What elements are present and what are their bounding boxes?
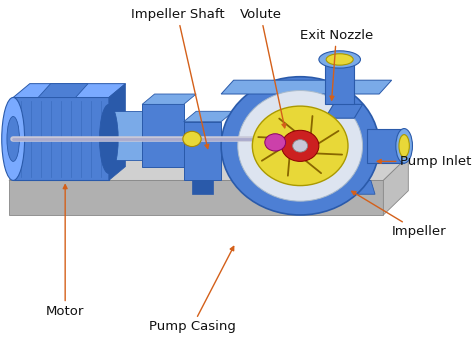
Ellipse shape [7, 117, 19, 161]
Text: Impeller Shaft: Impeller Shaft [131, 8, 224, 149]
Circle shape [282, 130, 319, 161]
Polygon shape [325, 63, 354, 104]
Polygon shape [109, 84, 126, 180]
Polygon shape [109, 111, 146, 160]
Ellipse shape [100, 104, 118, 174]
Ellipse shape [396, 129, 412, 163]
Polygon shape [250, 180, 283, 194]
Text: Impeller: Impeller [352, 191, 447, 238]
Polygon shape [221, 80, 392, 94]
Polygon shape [142, 94, 196, 104]
Polygon shape [383, 156, 408, 215]
Polygon shape [9, 156, 408, 180]
Circle shape [183, 131, 201, 146]
Polygon shape [13, 84, 126, 98]
Polygon shape [184, 122, 221, 180]
Text: Motor: Motor [46, 185, 84, 318]
Ellipse shape [326, 54, 353, 65]
Polygon shape [142, 104, 184, 167]
Text: Volute: Volute [240, 8, 286, 128]
Text: Pump Inlet: Pump Inlet [377, 155, 471, 168]
Polygon shape [367, 129, 404, 163]
Circle shape [265, 134, 286, 151]
Ellipse shape [2, 98, 25, 180]
Polygon shape [109, 149, 155, 160]
Ellipse shape [221, 77, 379, 215]
Polygon shape [38, 84, 88, 98]
Circle shape [292, 139, 308, 152]
Text: Exit Nozzle: Exit Nozzle [300, 29, 373, 100]
Polygon shape [13, 98, 109, 180]
Polygon shape [192, 180, 213, 194]
Text: Pump Casing: Pump Casing [148, 246, 236, 333]
Ellipse shape [238, 91, 363, 201]
Polygon shape [325, 104, 363, 118]
Polygon shape [9, 180, 383, 215]
Ellipse shape [319, 51, 360, 68]
Polygon shape [184, 111, 234, 122]
Polygon shape [342, 180, 375, 194]
Circle shape [252, 106, 348, 186]
Ellipse shape [399, 135, 410, 157]
